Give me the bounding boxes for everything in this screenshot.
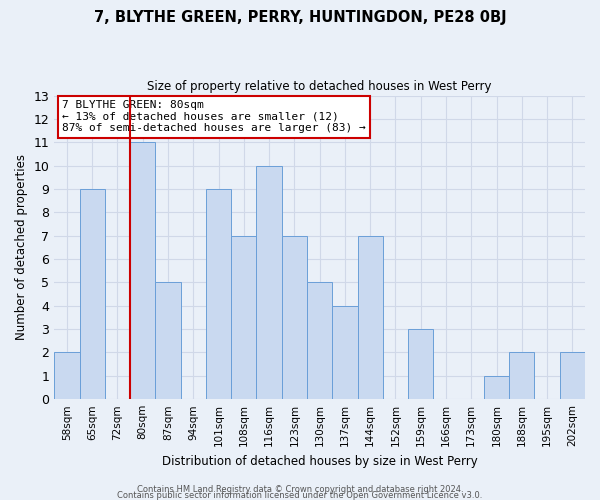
Bar	[155, 282, 181, 399]
Bar	[206, 189, 231, 399]
Bar	[358, 236, 383, 399]
Text: 7 BLYTHE GREEN: 80sqm
← 13% of detached houses are smaller (12)
87% of semi-deta: 7 BLYTHE GREEN: 80sqm ← 13% of detached …	[62, 100, 366, 134]
Bar	[80, 189, 105, 399]
Text: 7, BLYTHE GREEN, PERRY, HUNTINGDON, PE28 0BJ: 7, BLYTHE GREEN, PERRY, HUNTINGDON, PE28…	[94, 10, 506, 25]
Bar	[484, 376, 509, 399]
Bar	[560, 352, 585, 399]
X-axis label: Distribution of detached houses by size in West Perry: Distribution of detached houses by size …	[162, 454, 478, 468]
Bar	[408, 329, 433, 399]
Bar	[54, 352, 80, 399]
Bar	[282, 236, 307, 399]
Bar	[509, 352, 535, 399]
Y-axis label: Number of detached properties: Number of detached properties	[15, 154, 28, 340]
Bar	[256, 166, 282, 399]
Text: Contains public sector information licensed under the Open Government Licence v3: Contains public sector information licen…	[118, 490, 482, 500]
Bar	[130, 142, 155, 399]
Bar	[307, 282, 332, 399]
Title: Size of property relative to detached houses in West Perry: Size of property relative to detached ho…	[148, 80, 492, 93]
Bar	[332, 306, 358, 399]
Bar	[231, 236, 256, 399]
Text: Contains HM Land Registry data © Crown copyright and database right 2024.: Contains HM Land Registry data © Crown c…	[137, 484, 463, 494]
